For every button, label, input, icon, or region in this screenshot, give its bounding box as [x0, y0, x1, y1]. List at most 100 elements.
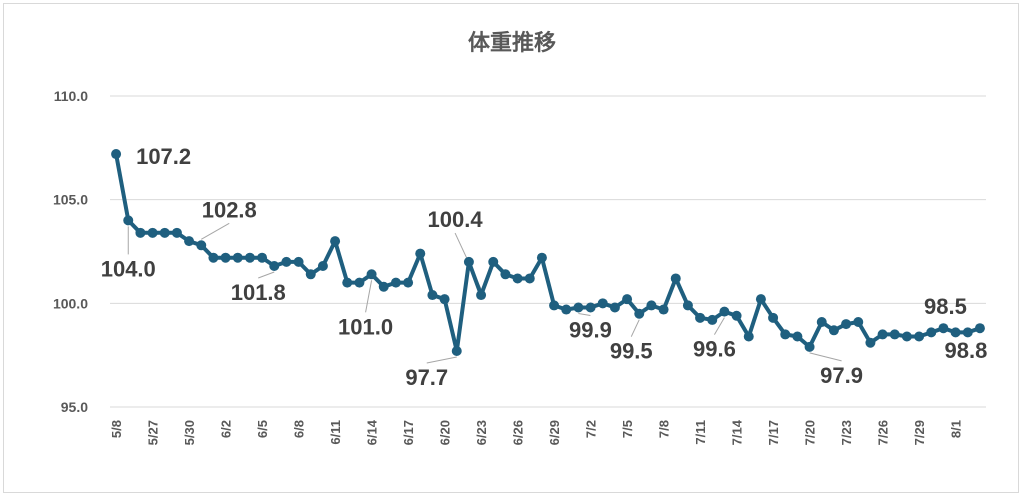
- x-tick-label: 7/17: [766, 420, 781, 445]
- x-tick-label: 7/29: [912, 420, 927, 445]
- x-tick-label: 6/11: [328, 420, 343, 445]
- data-point: [646, 300, 657, 311]
- data-label: 98.5: [924, 294, 967, 319]
- data-point: [926, 327, 937, 338]
- x-tick-label: 7/26: [876, 420, 891, 445]
- data-point: [877, 329, 888, 340]
- data-point: [366, 269, 377, 280]
- data-point: [488, 256, 499, 267]
- y-tick-label: 100.0: [53, 295, 88, 311]
- data-point: [573, 302, 584, 313]
- data-point: [561, 304, 572, 315]
- data-point: [257, 252, 268, 263]
- data-point: [171, 227, 182, 238]
- data-point: [901, 331, 912, 342]
- data-point: [147, 227, 158, 238]
- data-point: [743, 331, 754, 342]
- data-point: [512, 273, 523, 284]
- x-tick-label: 6/5: [255, 420, 270, 438]
- data-label: 100.4: [428, 207, 484, 232]
- data-point: [536, 252, 547, 263]
- gridlines: [110, 95, 986, 408]
- x-tick-label: 6/20: [438, 420, 453, 445]
- x-tick-label: 7/2: [584, 420, 599, 438]
- data-point: [354, 277, 365, 288]
- data-label: 99.9: [569, 317, 612, 342]
- x-tick-label: 6/23: [474, 420, 489, 445]
- x-tick-label: 5/27: [146, 420, 161, 445]
- data-point: [305, 269, 316, 280]
- x-tick-label: 7/11: [693, 420, 708, 445]
- data-point: [634, 308, 645, 319]
- x-tick-label: 6/14: [365, 419, 380, 445]
- label-leader-line: [426, 356, 457, 364]
- label-leader-line: [713, 317, 725, 335]
- data-point: [378, 281, 389, 292]
- data-label: 101.0: [338, 314, 393, 339]
- x-tick-label: 7/20: [803, 420, 818, 445]
- data-point: [244, 252, 255, 263]
- x-tick-label: 7/14: [730, 419, 745, 445]
- y-tick-label: 105.0: [53, 192, 88, 208]
- data-point: [220, 252, 231, 263]
- data-point: [731, 310, 742, 321]
- data-point: [427, 290, 438, 301]
- data-point: [123, 215, 134, 226]
- x-axis: 5/8 5/27 5/30 6/2 6/5 6/8 6/11 6/14 6/17 6/20 6/23…: [109, 419, 963, 445]
- label-leader-line: [809, 352, 842, 362]
- x-tick-label: 7/8: [657, 420, 672, 438]
- data-point: [403, 277, 414, 288]
- data-point: [950, 327, 961, 338]
- data-point: [232, 252, 243, 263]
- data-point: [500, 269, 511, 280]
- data-point: [768, 312, 779, 323]
- data-point: [597, 298, 608, 309]
- data-point: [451, 346, 462, 357]
- data-point: [281, 256, 292, 267]
- data-label: 104.0: [101, 256, 156, 281]
- data-point: [330, 236, 341, 247]
- series-weight: [111, 149, 985, 357]
- data-point: [549, 300, 560, 311]
- data-point: [208, 252, 219, 263]
- label-leader-line: [365, 280, 373, 313]
- data-point: [938, 323, 949, 334]
- label-leader-line: [578, 312, 591, 316]
- data-point: [342, 277, 353, 288]
- data-point: [804, 341, 815, 352]
- data-point: [974, 323, 985, 334]
- data-point: [196, 240, 207, 251]
- chart-frame: [3, 3, 1019, 493]
- x-tick-label: 6/2: [219, 420, 234, 438]
- data-point: [914, 331, 925, 342]
- x-tick-label: 6/26: [511, 420, 526, 445]
- data-point: [719, 306, 730, 317]
- label-leader-line: [258, 271, 275, 279]
- data-point: [293, 256, 304, 267]
- chart-title: 体重推移: [468, 30, 556, 56]
- label-leader-line: [201, 222, 230, 240]
- data-point: [780, 329, 791, 340]
- x-tick-label: 7/5: [620, 420, 635, 438]
- data-label: 101.8: [231, 280, 286, 305]
- data-point: [670, 273, 681, 284]
- x-tick-label: 6/29: [547, 420, 562, 445]
- data-point: [111, 149, 122, 160]
- data-point: [585, 302, 596, 313]
- data-point: [792, 331, 803, 342]
- data-point: [695, 312, 706, 323]
- data-point: [317, 261, 328, 272]
- data-point: [476, 290, 487, 301]
- data-point: [622, 294, 633, 305]
- data-point: [755, 294, 766, 305]
- data-point: [269, 261, 280, 272]
- y-tick-label: 110.0: [54, 88, 88, 104]
- data-point: [828, 325, 839, 336]
- label-leader-line: [630, 319, 640, 337]
- data-label: 102.8: [202, 197, 257, 222]
- data-point: [658, 304, 669, 315]
- data-point: [184, 236, 195, 247]
- data-point: [853, 316, 864, 327]
- data-point: [609, 302, 620, 313]
